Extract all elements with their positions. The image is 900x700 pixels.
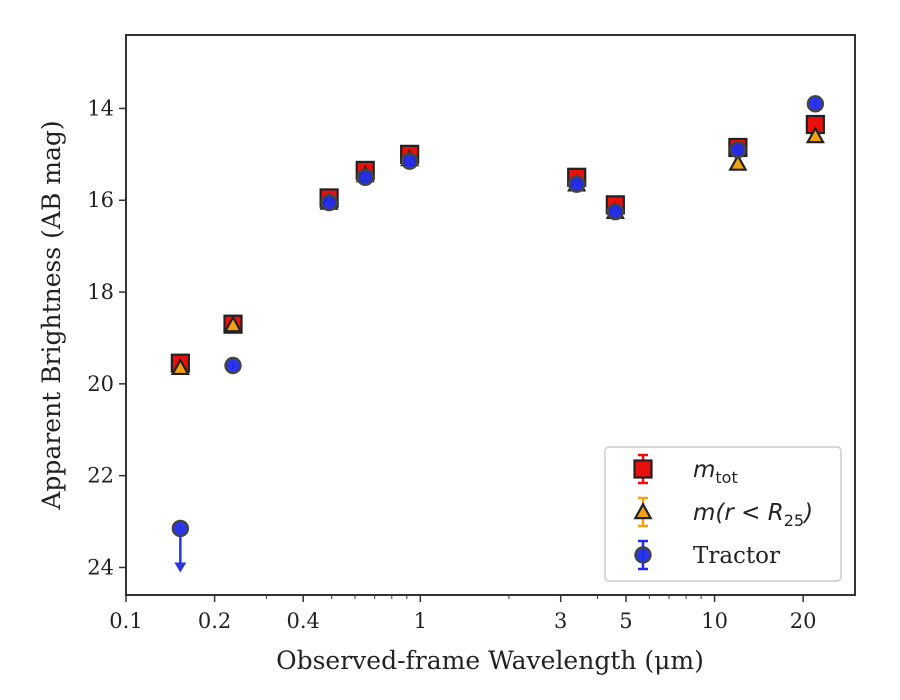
legend-marker-triangle: [633, 502, 653, 520]
y-tick-label: 22: [87, 464, 114, 488]
x-tick-label: 5: [619, 609, 632, 633]
legend-label: m(r < R25): [693, 500, 813, 530]
x-tick-label: 0.1: [109, 609, 142, 633]
y-tick-label: 18: [87, 280, 114, 304]
x-tick-label: 20: [790, 609, 817, 633]
x-tick-label: 0.2: [198, 609, 231, 633]
x-axis-ticks: 0.1 0.2 0.4 1 3 5 10 20: [109, 595, 817, 633]
x-tick-label: 1: [414, 609, 427, 633]
legend-marker-square: [633, 459, 653, 479]
legend-box: [604, 446, 842, 582]
legend-label: mtot: [693, 457, 738, 487]
x-tick-label: 10: [701, 609, 728, 633]
legend: mtot m(r < R25) Tractor: [604, 446, 842, 582]
y-tick-label: 14: [87, 96, 114, 120]
y-tick-label: 20: [87, 372, 114, 396]
y-axis-title: Apparent Brightness (AB mag): [37, 120, 66, 510]
data-points: [170, 95, 825, 573]
y-axis-ticks: 14 16 18 20 22 24: [87, 96, 126, 579]
y-tick-label: 16: [87, 188, 114, 212]
x-axis-title: Observed-frame Wavelength (μm): [276, 646, 704, 675]
upper-limit-arrow-head: [174, 562, 187, 573]
y-tick-label: 24: [87, 555, 114, 579]
x-tick-label: 3: [554, 609, 567, 633]
legend-label: Tractor: [693, 543, 780, 569]
legend-marker-circle: [634, 546, 652, 564]
x-tick-label: 0.4: [286, 609, 319, 633]
